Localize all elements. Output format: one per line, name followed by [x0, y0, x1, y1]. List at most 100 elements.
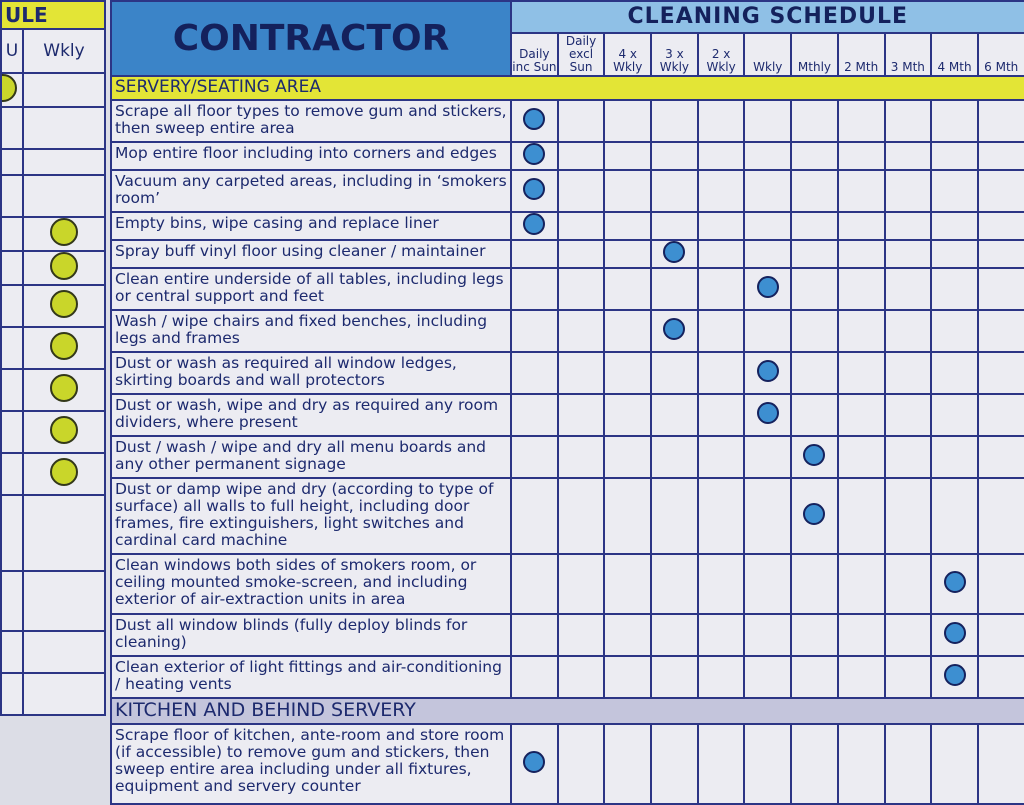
left-cell: [0, 284, 24, 328]
schedule-cell: [836, 613, 886, 657]
schedule-cell: [976, 351, 1024, 395]
schedule-cell: [790, 141, 839, 171]
schedule-dot: [943, 571, 966, 593]
left-cell: [0, 494, 24, 572]
left-cell: [0, 672, 24, 716]
schedule-cell: [556, 169, 606, 213]
task-row: Vacuum any carpeted areas, including in …: [110, 169, 1024, 213]
schedule-cell: [696, 211, 746, 241]
schedule-cell: [976, 723, 1024, 805]
schedule-cell: [650, 477, 699, 555]
schedule-cell: [930, 393, 979, 437]
schedule-cell: [930, 723, 979, 805]
left-row: [0, 148, 106, 176]
schedule-cell: [556, 351, 606, 395]
task-row: Dust / wash / wipe and dry all menu boar…: [110, 435, 1024, 479]
schedule-cell: [650, 723, 699, 805]
schedule-cell: [836, 99, 886, 143]
schedule-cell: [790, 211, 839, 241]
schedule-cell: [650, 99, 699, 143]
schedule-cell: [650, 141, 699, 171]
schedule-dot: [943, 664, 966, 686]
task-row: Mop entire floor including into corners …: [110, 141, 1024, 171]
frequency-header: 2 Mth: [836, 32, 886, 77]
schedule-cell: [976, 477, 1024, 555]
schedule-cell: [743, 239, 793, 269]
schedule-cell: [603, 99, 653, 143]
left-cell: [22, 216, 106, 252]
schedule-cell: [883, 723, 933, 805]
schedule-cell: [790, 477, 839, 555]
schedule-cell: [696, 477, 746, 555]
left-row: [0, 216, 106, 252]
schedule-cell: [650, 169, 699, 213]
schedule-cell: [883, 477, 933, 555]
left-row: [0, 672, 106, 716]
schedule-cell: [510, 141, 559, 171]
schedule-cell: [556, 267, 606, 311]
schedule-cell: [510, 393, 559, 437]
schedule-cell: [883, 553, 933, 615]
schedule-cell: [696, 613, 746, 657]
schedule-cell: [883, 393, 933, 437]
task-text: Clean exterior of light fittings and air…: [110, 655, 512, 699]
schedule-cell: [836, 169, 886, 213]
schedule-cell: [510, 435, 559, 479]
schedule-cell: [930, 655, 979, 699]
left-cell: [22, 368, 106, 412]
schedule-cell: [836, 141, 886, 171]
task-row: Dust or damp wipe and dry (according to …: [110, 477, 1024, 555]
frequency-header: Daily excl Sun: [556, 32, 606, 77]
schedule-cell: [603, 141, 653, 171]
schedule-cell: [650, 211, 699, 241]
schedule-cell: [790, 309, 839, 353]
schedule-cell: [976, 309, 1024, 353]
schedule-dot: [523, 144, 546, 165]
left-cell: [0, 326, 24, 370]
schedule-cell: [510, 655, 559, 699]
frequency-header: 4 Mth: [930, 32, 979, 77]
schedule-cell: [510, 723, 559, 805]
schedule-cell: [696, 351, 746, 395]
schedule-cell: [883, 267, 933, 311]
schedule-cell: [510, 309, 559, 353]
schedule-cell: [930, 99, 979, 143]
schedule-cell: [556, 393, 606, 437]
schedule-cell: [556, 613, 606, 657]
frequency-header: Mthly: [790, 32, 839, 77]
schedule-cell: [510, 553, 559, 615]
schedule-dot: [756, 276, 779, 298]
left-row: [0, 284, 106, 328]
left-cell: [0, 452, 24, 496]
schedule-cell: [510, 267, 559, 311]
schedule-cell: [883, 309, 933, 353]
schedule-cell: [836, 477, 886, 555]
schedule-cell: [743, 435, 793, 479]
task-row: Wash / wipe chairs and fixed benches, in…: [110, 309, 1024, 353]
schedule-cell: [650, 309, 699, 353]
schedule-cell: [603, 435, 653, 479]
left-row: [0, 570, 106, 632]
task-text: Vacuum any carpeted areas, including in …: [110, 169, 512, 213]
left-cell: [22, 494, 106, 572]
schedule-title: CLEANING SCHEDULE: [510, 0, 1024, 34]
schedule-cell: [883, 211, 933, 241]
schedule-cell: [976, 141, 1024, 171]
schedule-cell: [556, 553, 606, 615]
schedule-cell: [603, 351, 653, 395]
schedule-cell: [883, 141, 933, 171]
left-cell: [0, 106, 24, 150]
schedule-cell: [696, 267, 746, 311]
schedule-cell: [650, 393, 699, 437]
schedule-cell: [603, 239, 653, 269]
schedule-cell: [790, 613, 839, 657]
schedule-cell: [743, 141, 793, 171]
schedule-cell: [696, 141, 746, 171]
schedule-cell: [556, 435, 606, 479]
schedule-cell: [603, 613, 653, 657]
left-cell: [0, 174, 24, 218]
left-row: [0, 106, 106, 150]
left-column-header: U: [0, 28, 24, 74]
schedule-cell: [790, 267, 839, 311]
